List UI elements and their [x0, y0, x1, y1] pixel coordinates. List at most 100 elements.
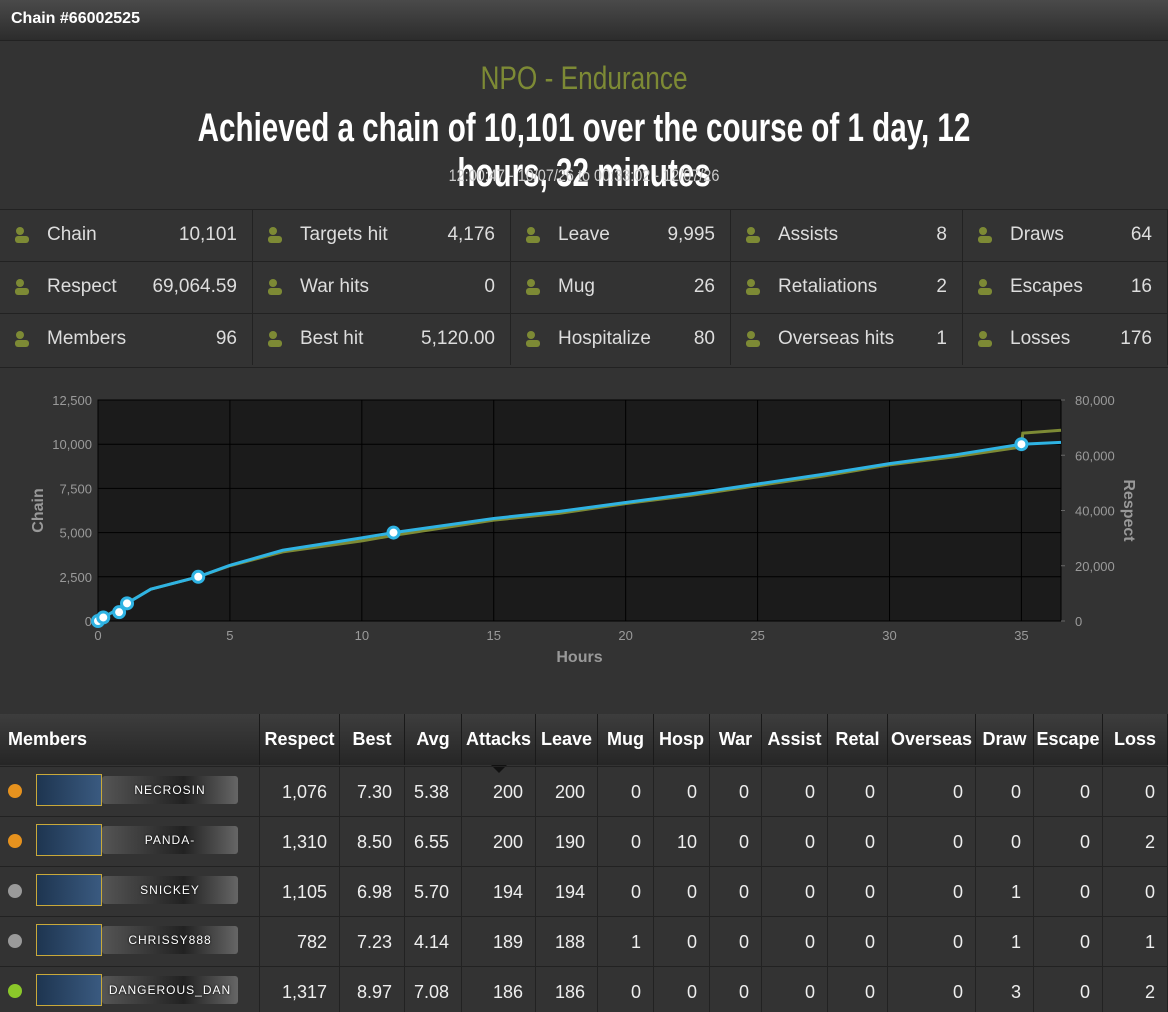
column-header[interactable]: Hosp — [654, 714, 710, 765]
member-cell — [0, 766, 260, 816]
stat-icon — [265, 277, 287, 297]
table-cell: 7.08 — [405, 966, 462, 1012]
table-cell: 0 — [654, 916, 710, 966]
stat-value: 26 — [693, 276, 715, 297]
stat-cell: Draws 64 — [963, 209, 1168, 261]
x-tick-label: 15 — [487, 628, 501, 643]
stat-icon — [743, 225, 765, 245]
status-icon — [8, 984, 22, 998]
period: 12:00:47 - 10/07/26 to 00:33:02 - 12/07/… — [448, 166, 720, 185]
icon — [978, 279, 992, 295]
faction-badge — [36, 774, 102, 806]
milestone-marker — [120, 596, 135, 611]
table-cell: 0 — [598, 816, 654, 866]
icon — [978, 331, 992, 347]
column-header[interactable]: Mug — [598, 714, 654, 765]
stat-value: 64 — [1130, 224, 1152, 245]
x-tick-label: 30 — [882, 628, 896, 643]
stat-value: 5,120.00 — [421, 328, 495, 349]
stat-value: 2 — [936, 276, 947, 297]
table-cell: 190 — [536, 816, 598, 866]
table-cell: 7.30 — [340, 766, 405, 816]
stat-icon — [265, 225, 287, 245]
stat-label: Retaliations — [778, 276, 878, 297]
table-cell: 1 — [598, 916, 654, 966]
column-header[interactable]: Leave — [536, 714, 598, 765]
member-name[interactable]: SNICKEY — [140, 883, 200, 897]
column-header[interactable]: Avg — [405, 714, 462, 765]
table-cell: 0 — [1034, 816, 1103, 866]
stat-value: 9,995 — [667, 224, 715, 245]
table-cell: 186 — [462, 966, 536, 1012]
icon — [15, 227, 29, 243]
table-cell: 0 — [976, 816, 1034, 866]
table-cell: 0 — [654, 966, 710, 1012]
y-tick-label: 10,000 — [52, 437, 92, 452]
y2-axis-label: Respect — [1120, 479, 1137, 542]
stat-cell: Escapes 16 — [963, 261, 1168, 313]
member-name[interactable]: CHRISSY888 — [128, 933, 212, 947]
column-header[interactable]: Overseas — [888, 714, 976, 765]
stat-cell: Assists 8 — [731, 209, 963, 261]
table-cell: 0 — [598, 966, 654, 1012]
icon — [15, 331, 29, 347]
status-icon — [8, 884, 22, 898]
faction-name: NPO - Endurance — [480, 60, 688, 96]
table-cell: 4.14 — [405, 916, 462, 966]
icon — [526, 279, 540, 295]
table-cell: 194 — [462, 866, 536, 916]
column-header[interactable]: Assist — [762, 714, 828, 765]
stat-cell: Losses 176 — [963, 313, 1168, 365]
column-header[interactable]: Attacks — [462, 714, 536, 765]
stat-icon — [265, 329, 287, 349]
column-header[interactable]: War — [710, 714, 762, 765]
member-cell — [0, 966, 260, 1012]
x-tick-label: 10 — [355, 628, 369, 643]
faction-badge — [36, 824, 102, 856]
column-header[interactable]: Best — [340, 714, 405, 765]
column-header[interactable]: Escape — [1034, 714, 1103, 765]
stats-grid: Chain 10,101 Targets hit 4,176 Leave 9,995 Ass… — [0, 209, 1168, 368]
y-tick-label: 12,500 — [52, 393, 92, 408]
table-cell: 200 — [536, 766, 598, 816]
milestone-marker — [1014, 437, 1029, 452]
stat-value: 96 — [215, 328, 237, 349]
icon — [268, 279, 282, 295]
member-name[interactable]: NECROSIN — [134, 783, 206, 797]
y2-tick-label: 40,000 — [1075, 504, 1115, 519]
stat-icon — [12, 329, 34, 349]
member-banner — [102, 826, 238, 854]
y2-tick-label: 20,000 — [1075, 559, 1115, 574]
stat-cell: Targets hit 4,176 — [253, 209, 511, 261]
table-cell: 8.50 — [340, 816, 405, 866]
table-cell: 0 — [1034, 866, 1103, 916]
table-cell: 5.70 — [405, 866, 462, 916]
milestone-marker — [191, 569, 206, 584]
stat-value: 8 — [936, 224, 947, 245]
icon — [526, 331, 540, 347]
table-cell: 1,105 — [260, 866, 340, 916]
stat-label: Best hit — [300, 328, 364, 349]
table-cell: 1,310 — [260, 816, 340, 866]
stat-cell: Respect 69,064.59 — [0, 261, 253, 313]
column-header[interactable]: Members — [0, 714, 260, 765]
table-cell: 0 — [762, 816, 828, 866]
member-name[interactable]: PANDA- — [144, 833, 196, 847]
x-tick-label: 20 — [618, 628, 632, 643]
table-cell: 10 — [654, 816, 710, 866]
member-name[interactable]: DANGEROUS_DAN — [108, 983, 232, 997]
member-cell — [0, 866, 260, 916]
table-cell: 0 — [710, 966, 762, 1012]
headline: Achieved a chain of 10,101 over the cour… — [197, 106, 971, 195]
column-header[interactable]: Draw — [976, 714, 1034, 765]
stat-label: War hits — [300, 276, 369, 297]
stat-cell: Leave 9,995 — [511, 209, 731, 261]
column-header[interactable]: Respect — [260, 714, 340, 765]
table-cell: 5.38 — [405, 766, 462, 816]
table-cell: 0 — [1103, 766, 1168, 816]
table-cell: 0 — [828, 966, 888, 1012]
column-header[interactable]: Retal — [828, 714, 888, 765]
column-header[interactable]: Loss — [1103, 714, 1168, 765]
y2-tick-label: 60,000 — [1075, 448, 1115, 463]
table-cell: 0 — [888, 916, 976, 966]
